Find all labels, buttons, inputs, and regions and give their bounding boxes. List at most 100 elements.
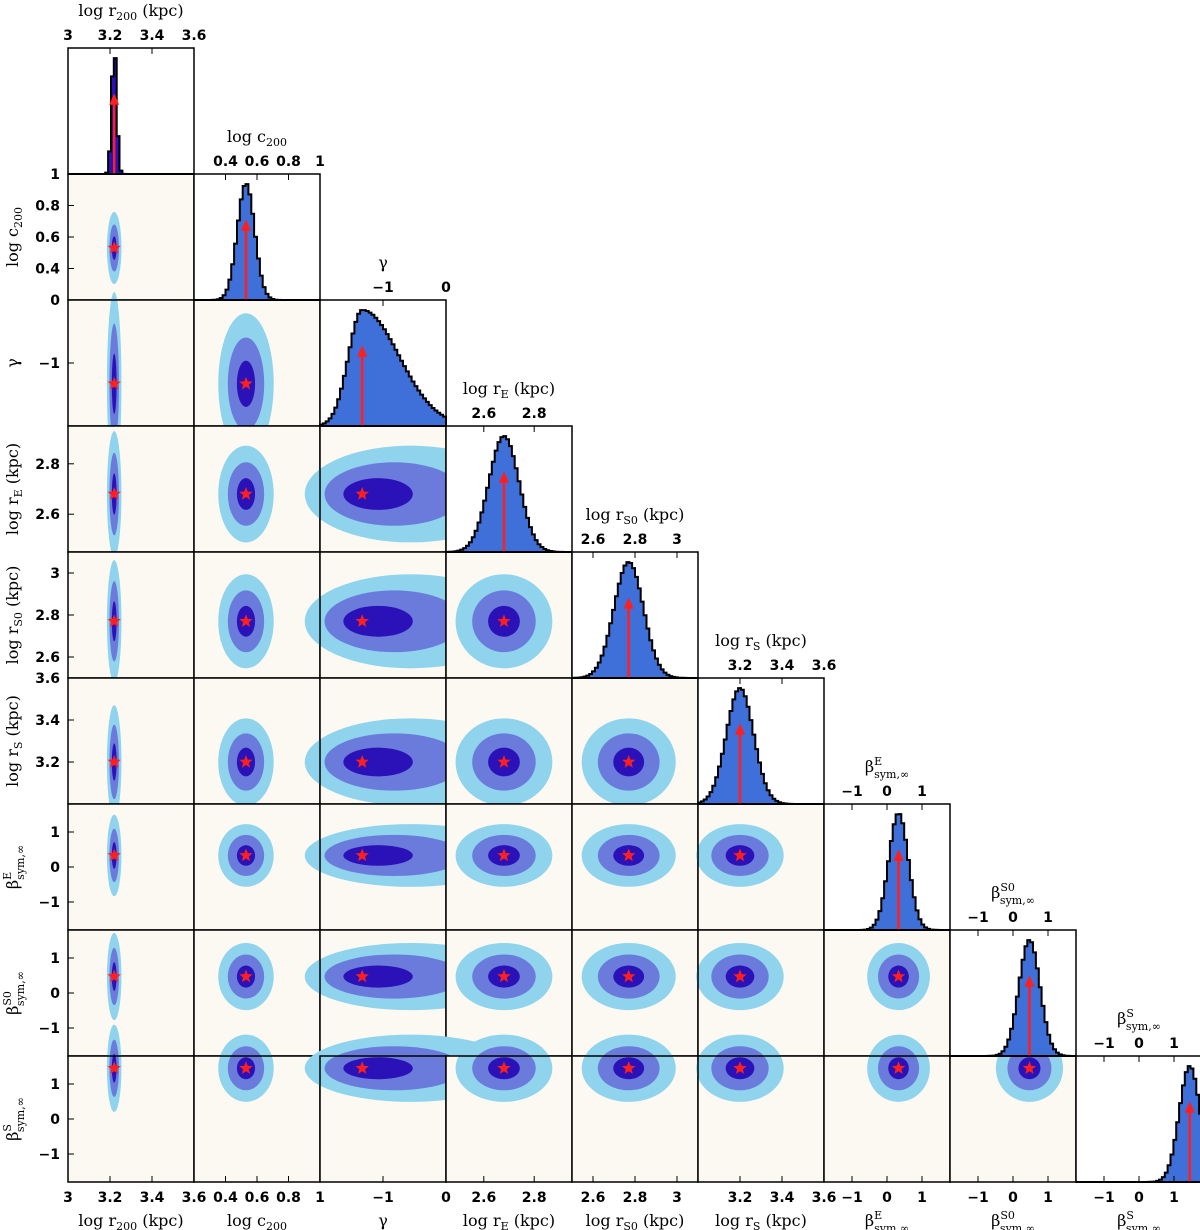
best-fit-star xyxy=(891,969,906,983)
x-tick-label: 1 xyxy=(917,1190,927,1206)
top-tick-label: 0 xyxy=(1008,910,1018,926)
y-tick-label: 0 xyxy=(50,860,60,876)
best-fit-star xyxy=(107,755,121,768)
y-tick-label: −1 xyxy=(39,1021,60,1037)
best-fit-star xyxy=(107,1061,121,1074)
y-tick-label: 0 xyxy=(50,293,60,309)
best-fit-star xyxy=(733,848,747,862)
y-axis-title: βS0sym,∞ xyxy=(1,971,27,1015)
panel-background xyxy=(68,1056,194,1182)
x-tick-label: 2.6 xyxy=(471,1190,496,1206)
panel-log_c200-vs-log_rS xyxy=(193,677,321,806)
panel-background xyxy=(68,678,194,804)
histogram-log_r200: 3 3.2 3.4 3.6 log r200 (kpc) xyxy=(63,1,207,175)
top-tick-label: 3.4 xyxy=(140,28,165,44)
histogram-beta_S0: −1 0 1 βS0 sym,∞ xyxy=(949,881,1077,1057)
best-fit-star xyxy=(239,376,253,390)
best-fit-star xyxy=(107,969,121,983)
top-axis-title: βS0 sym,∞ xyxy=(991,881,1035,907)
x-axis-title: log c200 xyxy=(227,1211,287,1230)
panel-log_rE-vs-log_rS0 xyxy=(445,551,573,679)
histogram-beta_E: −1 0 1 βE sym,∞ xyxy=(823,755,951,931)
x-tick-label: 3 xyxy=(672,1190,682,1206)
top-axis-title: log c200 xyxy=(227,127,287,149)
x-tick-label: 0.6 xyxy=(245,1190,270,1206)
x-tick-label: 1 xyxy=(1043,1190,1053,1206)
top-axis-title: log r200 (kpc) xyxy=(78,1,183,23)
best-fit-star xyxy=(497,848,511,862)
best-fit-star xyxy=(891,1061,906,1074)
arrow-head xyxy=(498,471,509,483)
y-tick-label: 2.6 xyxy=(35,650,60,666)
x-axis-title: βS sym,∞ xyxy=(1117,1209,1161,1230)
top-tick-label: 3.6 xyxy=(182,28,207,44)
x-tick-label: 0 xyxy=(1134,1190,1144,1206)
histogram-log_rS: 3.2 3.4 3.6 log rS (kpc) xyxy=(697,631,836,805)
x-tick-label: 0.8 xyxy=(276,1190,301,1206)
histogram-log_c200: 0.4 0.6 0.8 1 log c200 xyxy=(193,127,325,301)
x-tick-label: 3.2 xyxy=(98,1190,123,1206)
panel-log_r200-vs-beta_S0 xyxy=(67,929,195,1057)
x-axis-title: βE sym,∞ xyxy=(865,1209,909,1230)
panel-background xyxy=(68,804,194,930)
credible-region-1sigma xyxy=(343,1057,413,1080)
top-axis-title: βE sym,∞ xyxy=(865,755,909,781)
top-tick-label: 3 xyxy=(672,532,682,548)
panel-log_r200-vs-beta_E xyxy=(67,803,195,931)
y-tick-label: 2.8 xyxy=(35,608,60,624)
arrow-head xyxy=(109,93,120,105)
top-tick-label: 1 xyxy=(917,784,927,800)
x-tick-label: 0.4 xyxy=(213,1190,238,1206)
top-tick-label: 2.6 xyxy=(581,532,606,548)
panel-log_c200-vs-gamma xyxy=(193,299,321,455)
x-tick-label: 3.2 xyxy=(728,1190,753,1206)
best-fit-star xyxy=(355,1061,369,1074)
y-tick-label: 0.4 xyxy=(35,262,60,278)
best-fit-star xyxy=(733,969,747,983)
best-fit-star xyxy=(107,241,121,254)
y-tick-label: 0.8 xyxy=(35,199,60,215)
panel-beta_E-vs-beta_S0 xyxy=(823,929,951,1057)
x-tick-label: 3.4 xyxy=(140,1190,165,1206)
best-fit-star xyxy=(239,1061,253,1074)
panel-log_r200-vs-log_c200 xyxy=(67,173,195,301)
panel-log_rE-vs-log_rS xyxy=(445,677,573,806)
panel-frame xyxy=(697,677,825,805)
best-fit-star xyxy=(107,376,121,390)
best-fit-star xyxy=(733,1061,747,1074)
panel-log_c200-vs-log_rS0 xyxy=(193,551,321,679)
histogram-log_rS0: 2.6 2.8 3 log rS0 (kpc) xyxy=(571,505,699,679)
best-fit-star xyxy=(497,969,511,983)
panel-log_rS-vs-beta_S xyxy=(696,1034,825,1183)
panel-log_rS0-vs-beta_S xyxy=(571,1034,699,1183)
x-axis-title: log rS (kpc) xyxy=(715,1211,807,1230)
panel-background xyxy=(68,174,194,300)
y-axis-title: log rS (kpc) xyxy=(3,695,25,787)
best-fit-star xyxy=(355,614,369,627)
x-axis-title: βS0 sym,∞ xyxy=(991,1209,1035,1230)
top-axis-title: βS sym,∞ xyxy=(1117,1007,1161,1033)
top-tick-label: 3 xyxy=(63,28,73,44)
y-axis-title: log c200 xyxy=(3,207,25,267)
best-fit-star xyxy=(622,969,636,983)
best-fit-star xyxy=(622,755,636,768)
y-tick-label: 1 xyxy=(50,167,60,183)
top-axis-title: log rS (kpc) xyxy=(715,631,807,653)
y-tick-label: 1 xyxy=(50,951,60,967)
panel-log_rS-vs-beta_E xyxy=(696,803,825,931)
histogram-bars xyxy=(445,435,572,553)
x-tick-label: 2.8 xyxy=(522,1190,547,1206)
top-tick-label: −1 xyxy=(1093,1036,1114,1052)
best-fit-star xyxy=(239,487,253,500)
arrow-head xyxy=(357,345,368,357)
panel-background xyxy=(68,300,194,426)
best-fit-star xyxy=(239,755,253,768)
panel-beta_S0-vs-beta_S xyxy=(949,1034,1077,1183)
y-tick-label: 2.6 xyxy=(35,507,60,523)
panel-log_rS0-vs-log_rS xyxy=(571,677,699,806)
arrow-head xyxy=(1024,975,1035,987)
panel-log_rE-vs-beta_E xyxy=(445,803,573,931)
y-axis-title: log rE (kpc) xyxy=(3,443,25,535)
panel-log_r200-vs-beta_S xyxy=(67,1024,195,1183)
x-axis-title: log r200 (kpc) xyxy=(78,1211,183,1230)
